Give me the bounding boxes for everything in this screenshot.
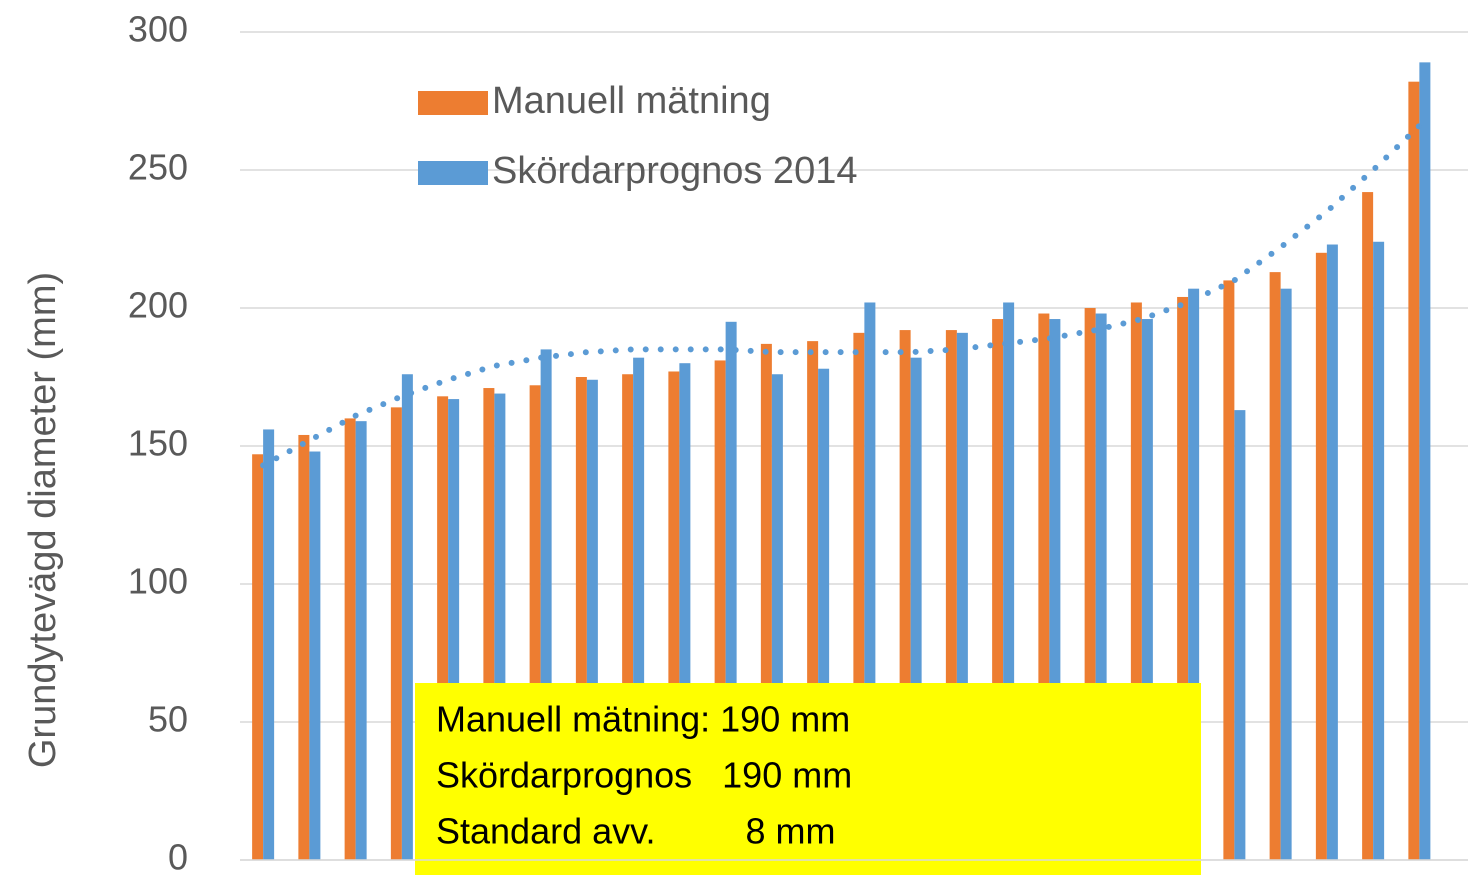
bar [633,357,645,860]
bar [1280,288,1292,860]
bar [679,363,691,860]
bar [771,374,783,860]
bar [344,418,356,860]
bar [1038,313,1050,860]
bar [1141,319,1153,860]
bar [668,371,680,860]
bar [1177,296,1189,861]
bar [956,332,968,861]
bar [252,454,264,860]
bar [586,379,598,860]
bar [1419,62,1431,861]
bar [864,302,876,861]
bar [1234,410,1246,860]
bar [807,341,819,860]
bar [725,321,737,860]
bar [1049,319,1061,860]
annotation-box [415,683,1201,875]
bar [1095,313,1107,860]
bar [355,421,367,860]
bar [401,374,413,860]
y-tick-label: 50 [148,699,188,740]
bar [1084,308,1096,860]
legend-label: Skördarprognos 2014 [492,150,857,192]
y-tick-label: 100 [128,561,188,602]
bar [760,343,772,860]
y-tick-label: 150 [128,423,188,464]
legend-swatch [418,91,488,115]
bar [1408,81,1420,861]
bar [945,330,957,861]
bar [483,388,495,860]
bar [390,407,402,860]
bar [529,385,541,860]
y-tick-label: 0 [168,837,188,875]
bar [1003,302,1015,861]
annotation-text: Skördarprognos 190 mm [436,755,852,796]
bar [263,429,275,860]
bar [1373,241,1385,860]
y-axis-label: Grundytevägd diameter (mm) [22,272,64,768]
bar [309,451,321,860]
bar [853,332,865,861]
bar [540,349,552,860]
bar [1223,280,1235,860]
bar [437,396,449,860]
bar [910,357,922,860]
annotation-text: Standard avv. 8 mm [436,811,835,852]
bar [1326,244,1338,860]
bar [714,360,726,860]
y-tick-label: 300 [128,9,188,50]
legend-label: Manuell mätning [492,80,771,122]
bar [298,434,310,860]
bar [1315,252,1327,861]
bar [818,368,830,860]
trendline [260,122,1423,469]
y-tick-label: 250 [128,147,188,188]
bar [494,393,506,860]
annotation-text: Manuell mätning: 190 mm [436,699,850,740]
bar [448,399,460,860]
bar [575,377,587,860]
legend-swatch [418,161,488,185]
bar [1130,302,1142,861]
bar [1188,288,1200,860]
y-tick-label: 200 [128,285,188,326]
bar [1362,192,1374,860]
bar [1269,272,1281,860]
bar [622,374,634,860]
bar [899,330,911,861]
bar [992,319,1004,860]
